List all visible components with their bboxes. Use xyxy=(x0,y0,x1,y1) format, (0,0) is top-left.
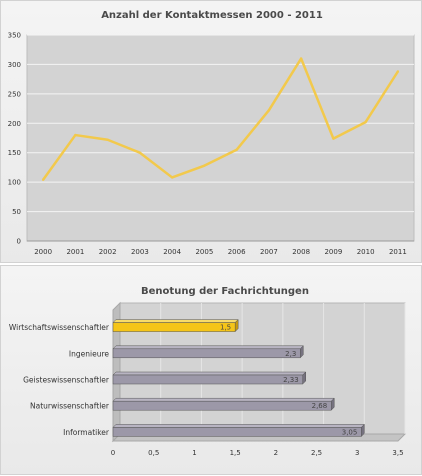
bar-category-axis: Wirtschaftswissenschaftler Ingenieure Geis… xyxy=(9,323,110,437)
bar-category-label: Informatiker xyxy=(63,428,110,437)
line-gridlines xyxy=(27,34,414,242)
bar-chart: Benotung der Fachrichtungen 0 0,5 1 1,5 2 2,5… xyxy=(9,286,407,457)
line-point xyxy=(106,138,109,141)
bar-top-face xyxy=(112,345,304,350)
line-chart: Anzahl der Kontaktmessen 2000 - 2011 0 50… xyxy=(8,10,415,256)
line-y-tick-label: 300 xyxy=(8,61,21,69)
line-point xyxy=(299,57,303,60)
bar-chart-panel: Benotung der Fachrichtungen 0 0,5 1 1,5 2 2,5… xyxy=(0,265,422,475)
line-x-tick-label: 2010 xyxy=(357,248,375,256)
bar-x-tick-label: 2,5 xyxy=(311,449,322,457)
line-point xyxy=(364,120,367,124)
line-series-path xyxy=(42,57,399,181)
bar-value-label: 1,5 xyxy=(220,324,231,332)
line-point xyxy=(138,151,142,154)
bar-x-tick-label: 1,5 xyxy=(230,449,241,457)
bar-category-label: Wirtschaftswissenschaftler xyxy=(9,323,110,332)
bar-value-label: 2,33 xyxy=(283,376,299,384)
line-plot-area xyxy=(26,34,415,242)
line-chart-title: Anzahl der Kontaktmessen 2000 - 2011 xyxy=(101,10,323,21)
bar-x-tick-label: 3 xyxy=(355,449,359,457)
line-y-tick-label: 50 xyxy=(12,208,21,216)
line-point xyxy=(203,164,206,167)
line-y-tick-label: 100 xyxy=(8,179,21,187)
line-x-tick-label: 2011 xyxy=(389,248,407,256)
bar-x-tick-label: 0,5 xyxy=(148,449,159,457)
bar xyxy=(112,322,236,332)
line-x-tick-label: 2003 xyxy=(131,248,149,256)
bar xyxy=(112,374,303,385)
line-x-tick-label: 2001 xyxy=(66,248,84,256)
line-point xyxy=(74,133,77,137)
bar-value-label: 2,3 xyxy=(285,350,296,358)
line-y-tick-label: 150 xyxy=(8,149,21,157)
line-x-tick-label: 2004 xyxy=(163,248,181,256)
line-x-axis: 2000 2001 2002 2003 2004 2005 2006 2007 2008 2009… xyxy=(34,248,407,256)
bar xyxy=(112,427,362,437)
line-y-tick-label: 0 xyxy=(17,238,21,246)
line-x-tick-label: 2000 xyxy=(34,248,52,256)
bar-x-tick-label: 0 xyxy=(111,449,115,457)
bar-chart-title: Benotung der Fachrichtungen xyxy=(141,286,309,297)
bar-x-tick-label: 3,5 xyxy=(392,449,403,457)
line-y-tick-label: 350 xyxy=(8,32,21,40)
line-series xyxy=(41,57,400,181)
bar-x-tick-label: 1 xyxy=(192,449,196,457)
bar-x-tick-label: 2 xyxy=(274,449,278,457)
bar-top-face xyxy=(112,424,365,428)
line-chart-panel: Anzahl der Kontaktmessen 2000 - 2011 0 50… xyxy=(0,0,422,263)
line-x-tick-label: 2008 xyxy=(292,248,310,256)
bar-category-label: Naturwissenschaftler xyxy=(30,402,110,411)
line-x-tick-label: 2005 xyxy=(195,248,213,256)
bar-top-face xyxy=(112,397,335,402)
line-x-tick-label: 2009 xyxy=(324,248,342,256)
line-x-tick-label: 2007 xyxy=(260,248,278,256)
line-point xyxy=(267,109,271,112)
line-point xyxy=(41,178,45,181)
line-point xyxy=(170,176,174,179)
bar-category-label: Geisteswissenschaftler xyxy=(23,376,110,385)
line-point xyxy=(332,137,335,140)
bar xyxy=(112,400,332,411)
line-point xyxy=(235,148,238,151)
bar xyxy=(112,348,301,359)
bar-x-axis: 0 0,5 1 1,5 2 2,5 3 3,5 xyxy=(111,449,404,457)
line-y-axis: 0 50 100 150 200 250 300 350 xyxy=(8,32,21,246)
bar-top-face xyxy=(112,319,239,323)
line-x-tick-label: 2006 xyxy=(228,248,246,256)
bar-series: 1,5 2,3 2,33 2,68 3,05 xyxy=(112,318,365,438)
line-point xyxy=(396,70,400,73)
bar-value-label: 2,68 xyxy=(312,402,328,410)
line-y-tick-label: 250 xyxy=(8,90,21,98)
bar-value-label: 3,05 xyxy=(342,428,358,436)
line-y-tick-label: 200 xyxy=(8,120,21,128)
line-x-tick-label: 2002 xyxy=(99,248,117,256)
bar-top-face xyxy=(112,371,307,376)
bar-category-label: Ingenieure xyxy=(69,349,109,358)
